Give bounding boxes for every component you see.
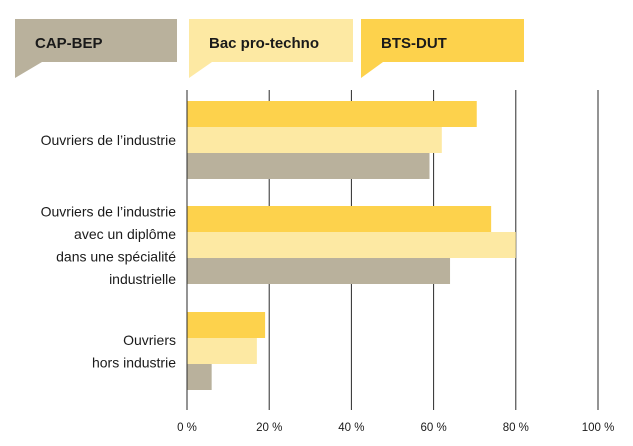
x-tick-label-0: 0 %	[177, 422, 197, 434]
bar-bts-dut-group-1	[187, 101, 477, 127]
legend-swatch-bac-pro-techno	[189, 19, 353, 78]
bar-cap-bep-group-1	[187, 153, 430, 179]
legend-label-bts-dut: BTS-DUT	[381, 35, 447, 52]
category-labels: Ouvriers de l’industrie Ouvriers de l’ind…	[41, 132, 177, 370]
x-tick-label-60: 60 %	[420, 422, 446, 434]
legend-label-cap-bep: CAP-BEP	[35, 35, 103, 52]
x-tick-label-20: 20 %	[256, 422, 282, 434]
legend-label-bac-pro-techno: Bac pro-techno	[209, 35, 319, 52]
bar-bac-pro-techno-group-2	[187, 232, 516, 258]
legend: CAP-BEP Bac pro-techno BTS-DUT	[15, 19, 524, 78]
bar-bac-pro-techno-group-3	[187, 338, 257, 364]
category-label-3: Ouvriers hors industrie	[92, 332, 176, 371]
x-tick-label-80: 80 %	[503, 422, 529, 434]
legend-swatch-bts-dut	[361, 19, 524, 78]
x-tick-label-100: 100 %	[582, 422, 615, 434]
x-tick-label-40: 40 %	[338, 422, 364, 434]
bar-bts-dut-group-3	[187, 312, 266, 338]
x-tick-labels: 0 % 20 % 40 % 60 % 80 % 100 %	[177, 422, 614, 434]
category-label-2: Ouvriers de l’industrie avec un diplôme da…	[41, 203, 177, 287]
bar-bac-pro-techno-group-1	[187, 127, 442, 153]
bar-bts-dut-group-2	[187, 206, 492, 232]
bars	[187, 101, 516, 390]
category-label-1: Ouvriers de l’industrie	[41, 132, 177, 148]
bar-cap-bep-group-3	[187, 364, 212, 390]
bar-cap-bep-group-2	[187, 258, 451, 284]
legend-swatch-cap-bep	[15, 19, 177, 78]
